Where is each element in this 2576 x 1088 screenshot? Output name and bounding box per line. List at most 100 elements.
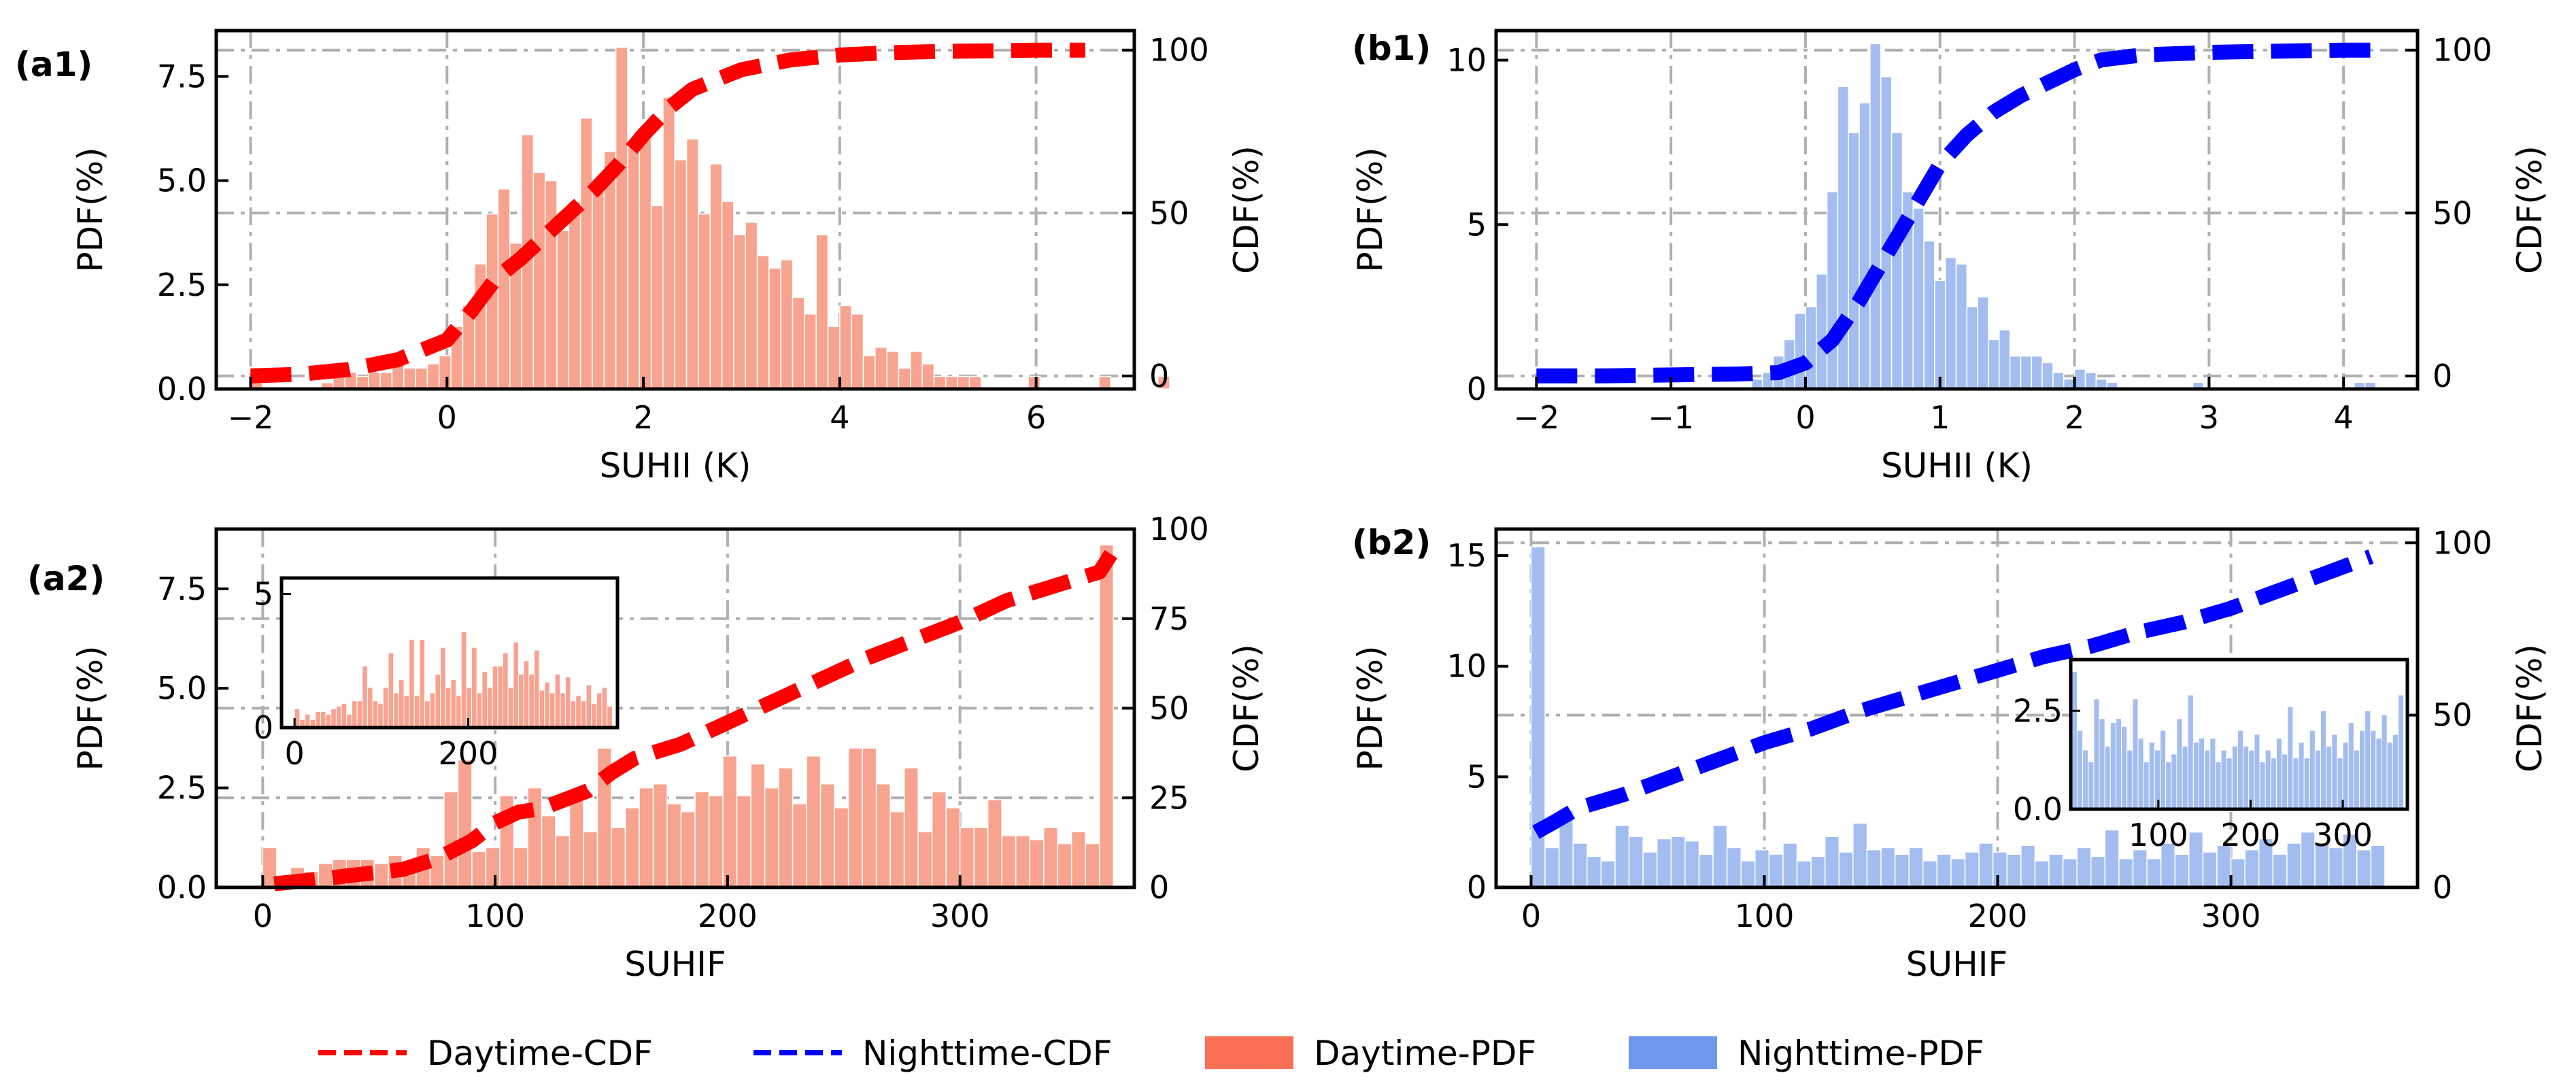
pdf-bar (1796, 860, 1812, 888)
pdf-bar (2104, 829, 2120, 888)
inset-bar (2171, 753, 2177, 810)
inset-bar (2259, 762, 2266, 810)
x-axis-label: SUHII (K) (599, 446, 751, 486)
pdf-bar (439, 355, 452, 390)
pdf-bar (569, 791, 584, 888)
legend-swatch-patch (1205, 1036, 1293, 1069)
pdf-bar (662, 97, 676, 390)
inset-bar (331, 709, 337, 728)
pdf-bar (532, 171, 546, 390)
x-axis-label: SUHIF (1906, 945, 2007, 984)
x-tick-label: 2 (633, 399, 653, 436)
pdf-bar (875, 783, 891, 888)
y-ticks: 0 5 10 15 (1446, 537, 1508, 906)
y2-ticks: 0 50 100 (2405, 32, 2492, 394)
inset-bar (476, 692, 483, 728)
inset-bar (2342, 742, 2349, 810)
inset-bar (398, 679, 405, 728)
pdf-bar (1848, 132, 1860, 390)
pdf-bar (544, 180, 558, 390)
pdf-bar (2076, 847, 2092, 888)
inset-bar (503, 652, 509, 728)
inset-bar (2132, 698, 2139, 810)
inset-bar (471, 647, 477, 728)
inset-bar (2265, 749, 2271, 810)
pdf-bar (1085, 843, 1100, 888)
pdf-bar (1852, 822, 1868, 888)
inset-bar (419, 639, 426, 728)
pdf-bar (457, 759, 473, 888)
inset-x-tick-label: 300 (2313, 817, 2373, 853)
inset-x-tick-label: 200 (439, 735, 498, 772)
inset-bar (346, 713, 352, 728)
pdf-bar (875, 346, 887, 390)
pdf-bar (1955, 263, 1968, 390)
pdf-bar (615, 46, 628, 390)
pdf-bar (356, 375, 369, 390)
inset-bar (367, 687, 373, 728)
inset-bar (2231, 745, 2238, 810)
panel-label: (a2) (27, 559, 105, 598)
pdf-bar (1894, 853, 1910, 888)
inset-bar (325, 713, 332, 728)
pdf-bar (721, 201, 734, 390)
pdf-bar (1999, 329, 2011, 390)
y2-tick-label: 100 (2433, 32, 2492, 69)
x-tick-label: 6 (1026, 399, 1046, 436)
inset-bar (2104, 745, 2111, 810)
pdf-bar (333, 375, 345, 390)
x-axis-label: SUHIF (624, 945, 726, 984)
pdf-bar (1782, 843, 1798, 888)
axes-frame (1494, 29, 2420, 391)
inset-bar (518, 673, 524, 728)
inset-y-tick-label: 0 (254, 709, 273, 746)
inset-bar (393, 692, 399, 728)
pdf-bars (1751, 43, 2377, 390)
pdf-bar (815, 234, 829, 390)
inset-bar (492, 666, 498, 728)
pdf-bar (2230, 857, 2245, 888)
y2-tick-label: 100 (1149, 511, 1209, 547)
inset-y-tick-label: 2.5 (2013, 692, 2063, 729)
inset-bar (2192, 742, 2200, 810)
pdf-bar (1656, 838, 1672, 888)
panel-a2: 0 100 200 3000.02.55.07.50255075100SUHIFPDF… (27, 511, 1266, 984)
pdf-bar (639, 138, 652, 390)
pdf-bar (1070, 831, 1086, 888)
y-tick-label: 2.5 (157, 267, 207, 303)
x-tick-label: 2 (2065, 399, 2084, 436)
y-tick-label: 0.0 (157, 371, 207, 407)
inset-bar (560, 692, 566, 728)
pdf-bar (2370, 845, 2386, 888)
inset-frame (279, 576, 620, 730)
pdf-bar (373, 863, 389, 888)
pdf-bar (778, 767, 794, 888)
x-tick-label: 200 (1968, 898, 2028, 934)
inset-bar (2331, 734, 2338, 810)
inset-bar (304, 713, 311, 728)
pdf-bar (443, 791, 459, 888)
inset-bar (544, 681, 550, 728)
x-tick-label: 0 (1521, 898, 1541, 934)
inset-bar (513, 641, 519, 728)
y-tick-label: 0 (1467, 371, 1487, 407)
pdf-bar (2084, 372, 2097, 390)
inset-bar (2093, 698, 2100, 810)
inset-bar (2397, 694, 2405, 810)
pdf-bar (403, 367, 416, 390)
x-ticks: 0 100 200 300 (1521, 875, 2260, 934)
inset-bar (2254, 734, 2260, 810)
inset-bar (2309, 730, 2316, 810)
x-tick-label: 200 (698, 898, 758, 934)
pdf-bar (685, 138, 699, 390)
inset-bars (2071, 670, 2405, 810)
pdf-bar (611, 827, 626, 888)
pdf-bar (497, 188, 511, 390)
cdf-line (273, 549, 1118, 891)
pdf-bar (379, 371, 393, 390)
pdf-bar (579, 117, 593, 390)
pdf-bar (652, 783, 668, 888)
pdf-bar (2020, 355, 2033, 390)
x-tick-label: 0 (1795, 399, 1815, 436)
pdf-bar (1977, 296, 1989, 390)
